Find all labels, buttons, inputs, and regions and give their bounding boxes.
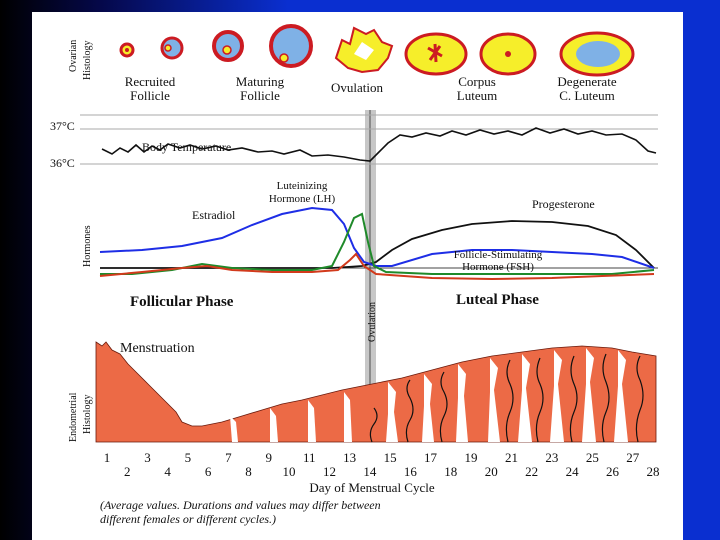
spiral-arteries [369,353,644,443]
follicular-phase-label: Follicular Phase [130,294,234,310]
day-label-12: 12 [323,464,336,479]
ovarian-label-line1: Ovarian [68,40,79,72]
lh-curve [100,212,655,275]
day-label-10: 10 [283,464,296,479]
day-label-6: 6 [205,464,212,479]
day-label-27: 27 [626,450,640,465]
day-label-19: 19 [465,450,478,465]
day-label-13: 13 [343,450,356,465]
endometrium-lining [95,341,657,443]
corpus-luteum-icons [404,32,537,76]
ovarian-side-label: Ovarian Histology [68,40,93,80]
ovulation-icon [334,26,394,74]
fsh-curve [99,252,655,281]
recruited-follicle-icons [119,36,184,60]
lh-label-line1: Luteinizing [277,180,328,192]
footnote-line1: (Average values. Durations and values ma… [100,498,381,512]
endometrial-label-line2: Histology [82,395,93,434]
day-label-7: 7 [225,450,232,465]
day-label-9: 9 [266,450,273,465]
stage-4-line1: Corpus [458,74,496,89]
day-axis-title: Day of Menstrual Cycle [309,480,435,495]
stage-2-line2: Follicle [240,88,280,103]
day-label-8: 8 [245,464,252,479]
ovarian-stage-labels: Recruited Follicle Maturing Follicle Ovu… [125,74,617,103]
stage-2-line1: Maturing [236,74,285,89]
day-label-24: 24 [566,464,580,479]
day-label-22: 22 [525,464,538,479]
day-label-3: 3 [144,450,151,465]
day-label-21: 21 [505,450,518,465]
day-label-26: 26 [606,464,620,479]
day-label-16: 16 [404,464,418,479]
stage-5-line1: Degenerate [557,74,616,89]
day-label-5: 5 [185,450,192,465]
cycle-svg: Ovarian Histology Recruited Follicle Mat… [50,24,660,526]
stage-5-line2: C. Luteum [559,88,615,103]
day-label-14: 14 [363,464,377,479]
day-label-1: 1 [104,450,111,465]
degenerate-corpus-luteum-icon [559,31,635,77]
fsh-label-line2: Hormone (FSH) [462,261,534,273]
body-temperature-label: Body Temperature [142,140,231,154]
day-label-11: 11 [303,450,316,465]
body-temperature-curve [101,127,657,162]
day-label-23: 23 [545,450,558,465]
day-label-28: 28 [647,464,660,479]
ovulation-marker-label: Ovulation [367,302,378,342]
temp-36-label: 36°C [50,156,75,170]
endometrial-label-line1: Endometrial [68,392,79,442]
progesterone-curve [100,220,655,269]
stage-1-line2: Follicle [130,88,170,103]
day-label-18: 18 [444,464,457,479]
day-label-2: 2 [124,464,131,479]
temp-37-label: 37°C [50,119,75,133]
temperature-panel: 37°C 36°C Body Temperature [50,114,658,170]
stage-4-line2: Luteum [457,88,497,103]
endometrial-glands [230,348,628,442]
day-label-25: 25 [586,450,599,465]
lh-label-line2: Hormone (LH) [269,193,336,205]
stage-3-line1: Ovulation [331,80,383,95]
ovarian-label-line2: Histology [82,41,93,80]
luteal-phase-label: Luteal Phase [456,292,539,308]
estradiol-curve [99,206,655,269]
day-label-17: 17 [424,450,438,465]
progesterone-label: Progesterone [532,197,595,211]
footnote-line2: different females or different cycles.) [100,512,276,526]
day-label-20: 20 [485,464,498,479]
endometrial-panel: Endometrial Histology Menstruation [68,341,657,443]
day-axis: 1 3 5 7 9 11 13 15 17 19 21 23 25 272 4 6 8 10 12 14 16 18 20 2… [104,450,660,479]
day-label-4: 4 [164,464,171,479]
hormones-panel: Hormones Luteinizing Hormone (LH) Estrad… [82,180,658,281]
fsh-label-line1: Follicle-Stimulating [454,249,543,261]
day-label-15: 15 [384,450,397,465]
menstrual-cycle-diagram: Ovarian Histology Recruited Follicle Mat… [32,12,683,540]
maturing-follicle-icons [212,24,313,68]
stage-1-line1: Recruited [125,74,176,89]
hormones-side-label: Hormones [82,225,93,267]
menstruation-label: Menstruation [120,341,195,356]
estradiol-label: Estradiol [192,208,236,222]
